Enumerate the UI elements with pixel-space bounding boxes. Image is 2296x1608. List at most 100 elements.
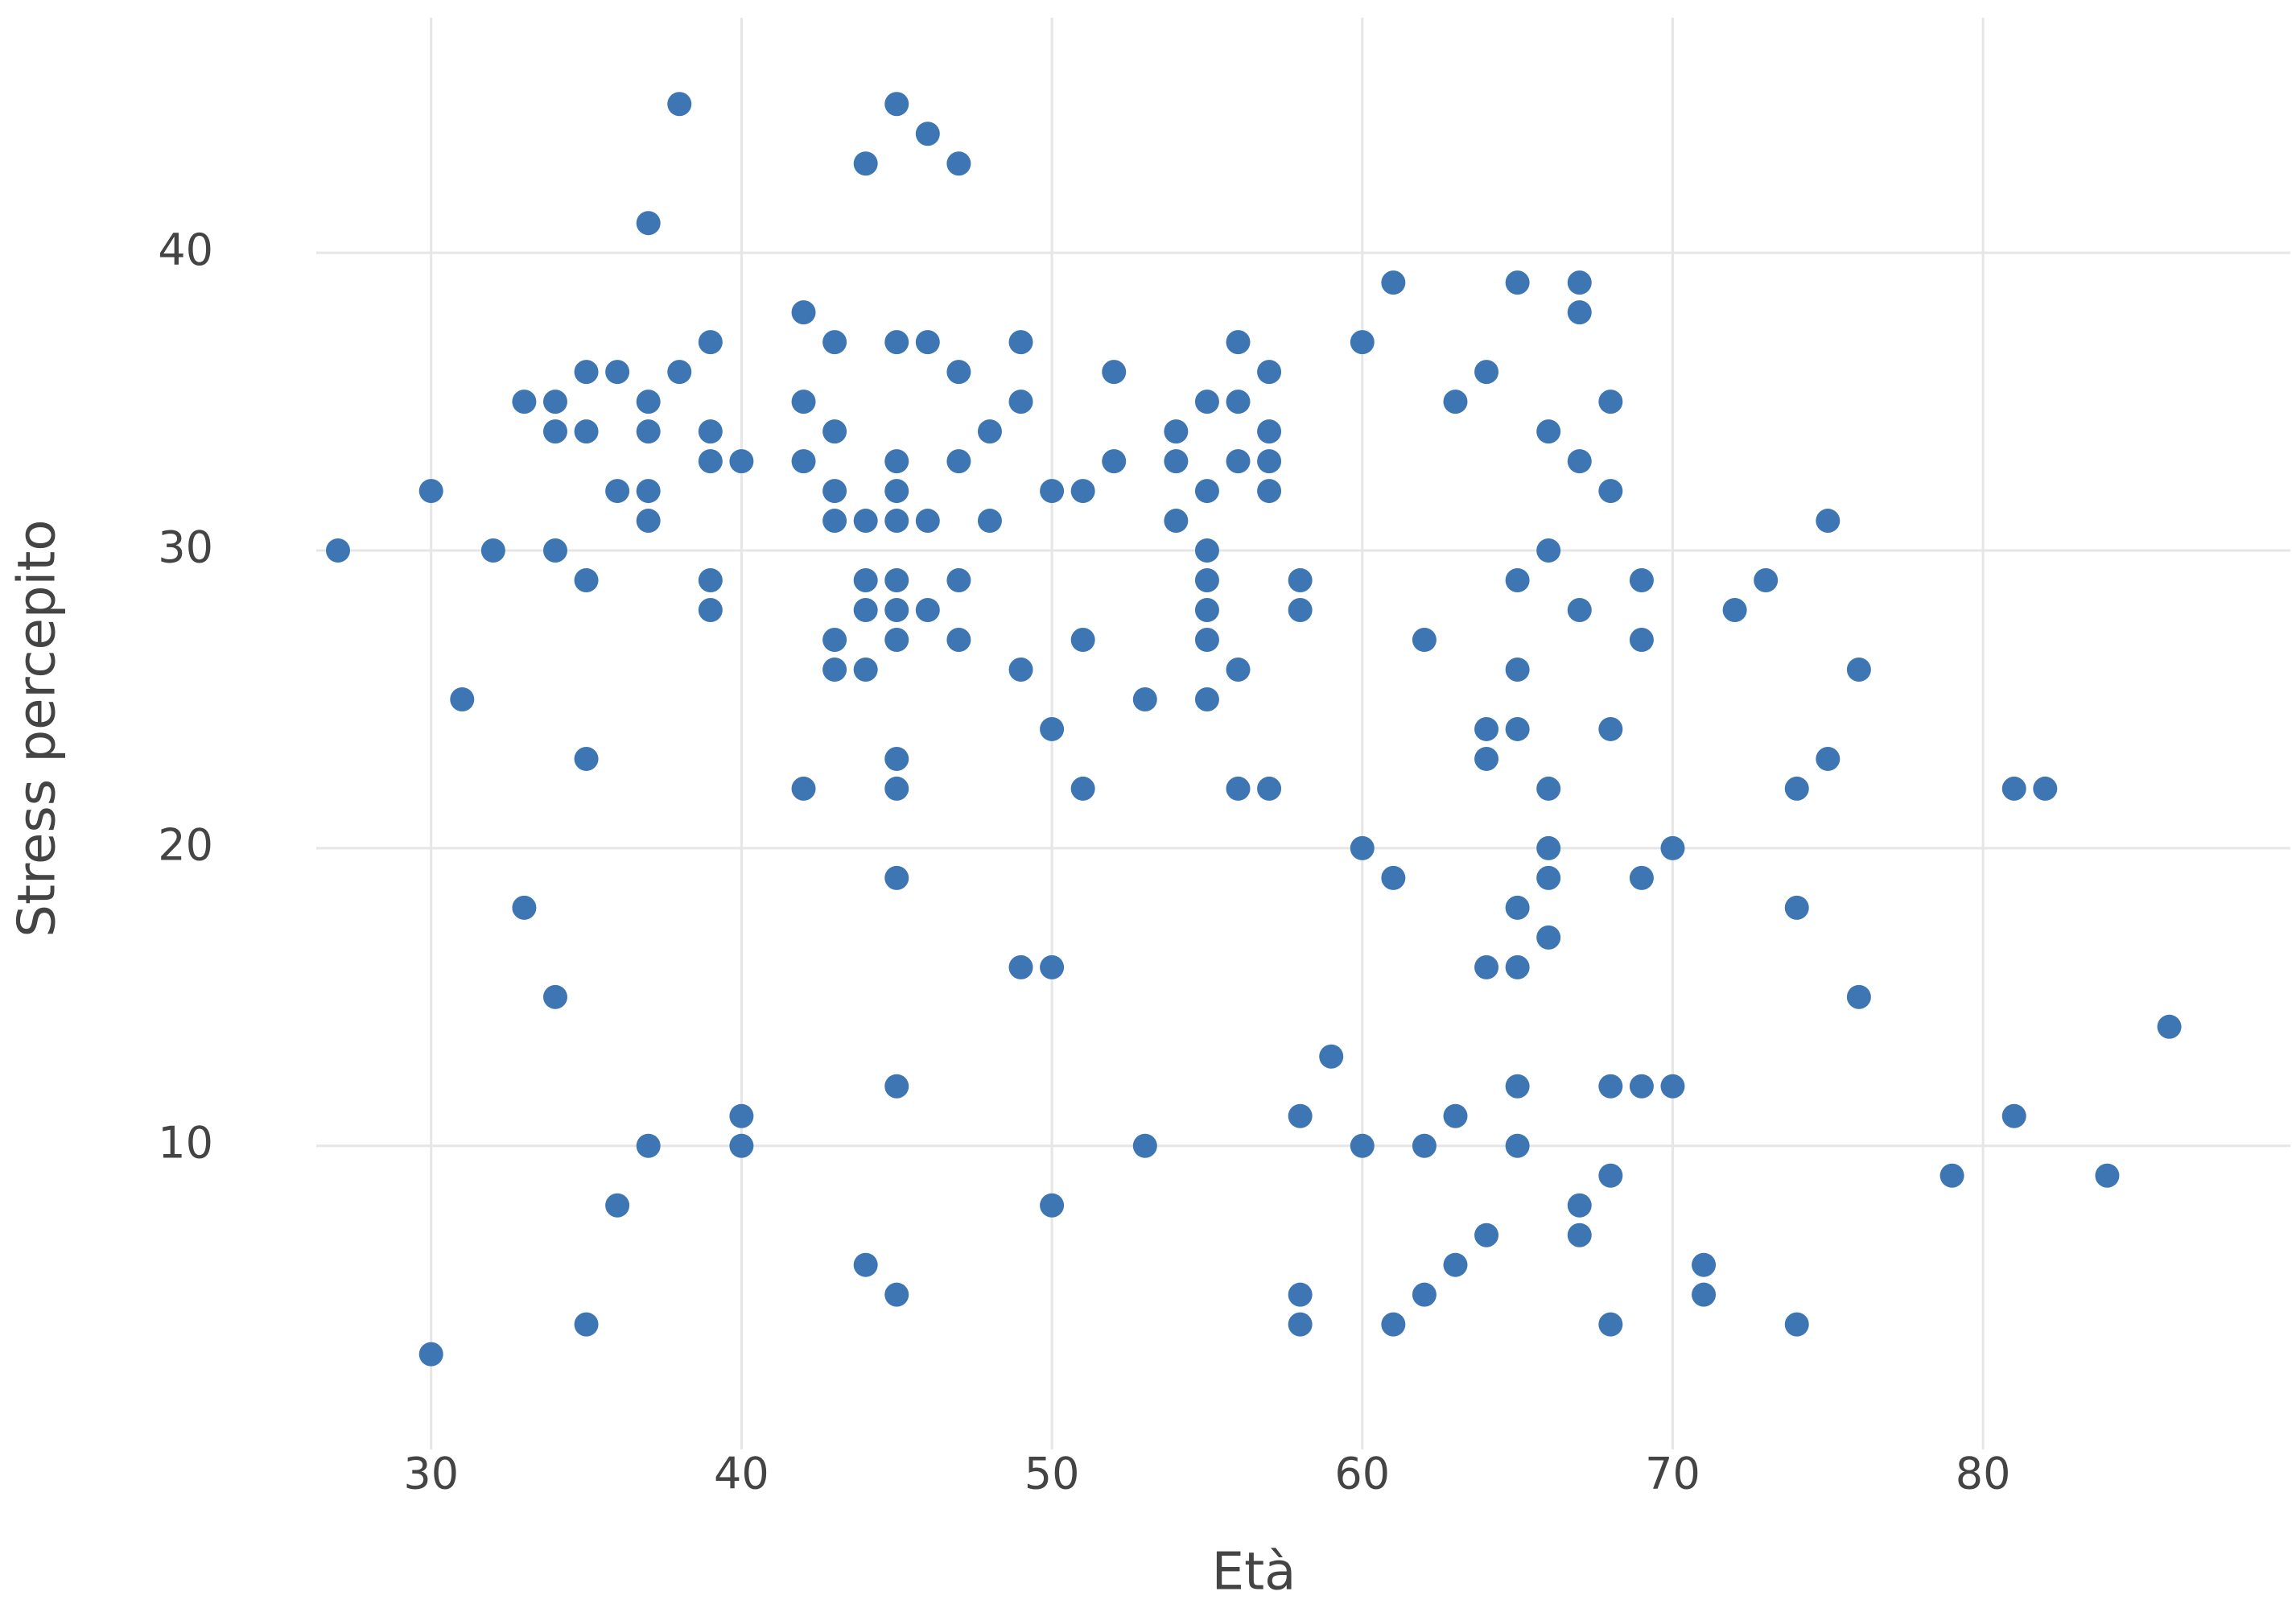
point — [1288, 598, 1313, 623]
point — [1474, 360, 1499, 385]
point — [1008, 954, 1033, 979]
point — [1505, 716, 1530, 741]
point — [729, 1133, 754, 1158]
point — [1257, 360, 1282, 385]
point — [1102, 449, 1127, 474]
point — [2001, 776, 2026, 801]
point — [636, 419, 661, 444]
point — [2001, 1103, 2026, 1128]
point — [884, 479, 909, 504]
point — [1598, 716, 1623, 741]
point — [1194, 598, 1219, 623]
point — [542, 419, 567, 444]
point — [1164, 449, 1189, 474]
point — [1257, 419, 1282, 444]
point — [1412, 1133, 1437, 1158]
point — [853, 1252, 878, 1277]
point — [667, 92, 692, 117]
point — [791, 449, 816, 474]
point — [1350, 330, 1375, 355]
point — [822, 330, 847, 355]
point — [1070, 776, 1095, 801]
point — [884, 449, 909, 474]
point — [1474, 716, 1499, 741]
point — [946, 151, 971, 176]
point — [977, 509, 1002, 534]
point — [1040, 1193, 1065, 1218]
point — [1008, 657, 1033, 682]
point — [574, 568, 599, 593]
point — [605, 479, 630, 504]
x-tick-label: 30 — [403, 1449, 459, 1499]
point — [636, 479, 661, 504]
point — [884, 509, 909, 534]
point — [1226, 657, 1251, 682]
point — [1536, 865, 1561, 890]
point — [1505, 1074, 1530, 1099]
y-axis-title: Stress percepito — [8, 519, 68, 937]
point — [1040, 716, 1065, 741]
point — [884, 627, 909, 652]
point — [822, 657, 847, 682]
point — [667, 360, 692, 385]
point — [1070, 479, 1095, 504]
point — [1784, 895, 1809, 920]
point — [1194, 568, 1219, 593]
point — [853, 657, 878, 682]
point — [1194, 390, 1219, 414]
point — [946, 449, 971, 474]
point — [1474, 954, 1499, 979]
point — [1939, 1163, 1964, 1188]
point — [853, 568, 878, 593]
point — [542, 984, 567, 1009]
point — [1132, 686, 1157, 711]
point — [853, 509, 878, 534]
point — [1846, 984, 1871, 1009]
point — [884, 746, 909, 771]
point — [1629, 568, 1654, 593]
point — [605, 1193, 630, 1218]
point — [1288, 1103, 1313, 1128]
point — [1381, 1312, 1406, 1337]
point — [1070, 627, 1095, 652]
point — [1660, 1074, 1685, 1099]
point — [1505, 270, 1530, 295]
x-tick-label: 60 — [1334, 1449, 1390, 1499]
point — [480, 538, 505, 563]
point — [1567, 1193, 1592, 1218]
point — [946, 360, 971, 385]
point — [729, 1103, 754, 1128]
point — [915, 598, 940, 623]
point — [915, 509, 940, 534]
point — [884, 330, 909, 355]
point — [1567, 598, 1592, 623]
point — [1164, 419, 1189, 444]
point — [1567, 449, 1592, 474]
point — [1412, 627, 1437, 652]
point — [884, 1282, 909, 1307]
point — [1288, 1282, 1313, 1307]
point — [698, 330, 723, 355]
point — [1536, 419, 1561, 444]
point — [1257, 776, 1282, 801]
point — [822, 627, 847, 652]
point — [1474, 746, 1499, 771]
point — [1257, 449, 1282, 474]
point — [1598, 1312, 1623, 1337]
point — [1505, 895, 1530, 920]
point — [418, 479, 443, 504]
point — [574, 419, 599, 444]
point — [729, 449, 754, 474]
point — [1008, 390, 1033, 414]
point — [1692, 1282, 1717, 1307]
x-axis-title: Età — [1212, 1543, 1296, 1602]
point — [1692, 1252, 1717, 1277]
point — [1194, 538, 1219, 563]
point — [1194, 479, 1219, 504]
point — [1567, 270, 1592, 295]
point — [542, 390, 567, 414]
point — [636, 509, 661, 534]
x-tick-label: 80 — [1956, 1449, 2011, 1499]
y-tick-label: 10 — [158, 1117, 213, 1168]
